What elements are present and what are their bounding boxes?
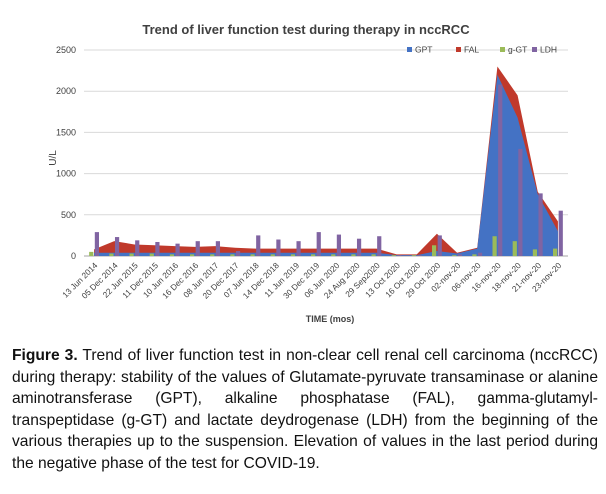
bar-g-gt [230, 254, 235, 256]
bar-ldh [457, 254, 463, 256]
figure-caption: Figure 3. Trend of liver function test i… [12, 345, 598, 475]
legend-swatch-g-gt [500, 47, 505, 52]
bar-ldh [437, 235, 442, 256]
y-tick-label: 1500 [56, 127, 76, 137]
bar-g-gt [411, 255, 417, 256]
bar-ldh [397, 255, 402, 256]
bar-g-gt [250, 254, 255, 256]
bar-ldh [276, 239, 281, 256]
y-tick-label: 2500 [56, 45, 76, 55]
bar-ldh [498, 84, 503, 256]
bar-ldh [417, 255, 422, 256]
bar-ldh [356, 238, 362, 256]
y-tick-label: 2000 [56, 86, 76, 96]
bar-ldh [316, 232, 321, 256]
bar-g-gt [331, 254, 336, 256]
bar-g-gt [210, 254, 215, 256]
y-tick-label: 1000 [56, 169, 76, 179]
bar-ldh [377, 236, 382, 256]
figure-label: Figure 3. [12, 347, 78, 364]
legend-label: g-GT [508, 45, 527, 55]
bar-g-gt [149, 253, 154, 256]
chart-svg: Trend of liver function test during ther… [48, 22, 568, 324]
y-axis: 0 500 1000 1500 2000 2500 [56, 45, 76, 261]
bar-ldh [538, 193, 543, 256]
bar-g-gt [452, 255, 457, 256]
bar-ldh [336, 234, 342, 256]
bar-g-gt [552, 248, 558, 256]
bar-g-gt [129, 253, 134, 256]
bar-g-gt [310, 254, 316, 256]
bar-g-gt [532, 249, 538, 256]
bar-g-gt [351, 254, 356, 256]
bar-g-gt [371, 254, 376, 256]
y-tick-label: 500 [61, 210, 76, 220]
area-series [94, 66, 558, 256]
bar-ldh [256, 235, 261, 256]
legend-label: FAL [464, 45, 479, 55]
bar-g-gt [492, 236, 497, 256]
legend-swatch-gpt [407, 47, 412, 52]
bar-ldh [195, 241, 200, 256]
figure-caption-text: Trend of liver function test in non-clea… [12, 347, 598, 472]
legend: GPT FAL g-GT LDH [407, 45, 557, 55]
bar-ldh [235, 251, 241, 256]
bar-ldh [155, 241, 160, 256]
bar-g-gt [109, 253, 114, 256]
bar-ldh [296, 241, 301, 256]
area-gpt [94, 74, 558, 256]
bar-ldh [215, 241, 221, 256]
bar-g-gt [512, 241, 517, 256]
bar-ldh [175, 243, 180, 256]
bar-g-gt [189, 254, 195, 256]
bar-ldh [114, 237, 120, 256]
y-tick-label: 0 [71, 251, 76, 261]
bar-ldh [558, 210, 563, 256]
legend-label: GPT [415, 45, 432, 55]
bar-g-gt [270, 254, 275, 256]
legend-swatch-fal [456, 47, 461, 52]
chart-title: Trend of liver function test during ther… [142, 22, 470, 37]
legend-swatch-ldh [532, 47, 537, 52]
chart: Trend of liver function test during ther… [48, 22, 568, 324]
bar-ldh [518, 148, 523, 256]
bar-ldh [477, 252, 483, 256]
bar-series [89, 84, 563, 256]
y-axis-title: U/L [48, 150, 59, 166]
bar-g-gt [89, 251, 94, 256]
bar-ldh [94, 232, 100, 256]
bar-g-gt [169, 254, 175, 256]
bar-g-gt [290, 254, 296, 256]
x-axis-title: TIME (mos) [306, 314, 355, 324]
bar-g-gt [472, 254, 477, 256]
bar-g-gt [431, 245, 437, 256]
bar-g-gt [391, 255, 396, 256]
legend-label: LDH [540, 45, 557, 55]
bar-ldh [135, 240, 140, 256]
